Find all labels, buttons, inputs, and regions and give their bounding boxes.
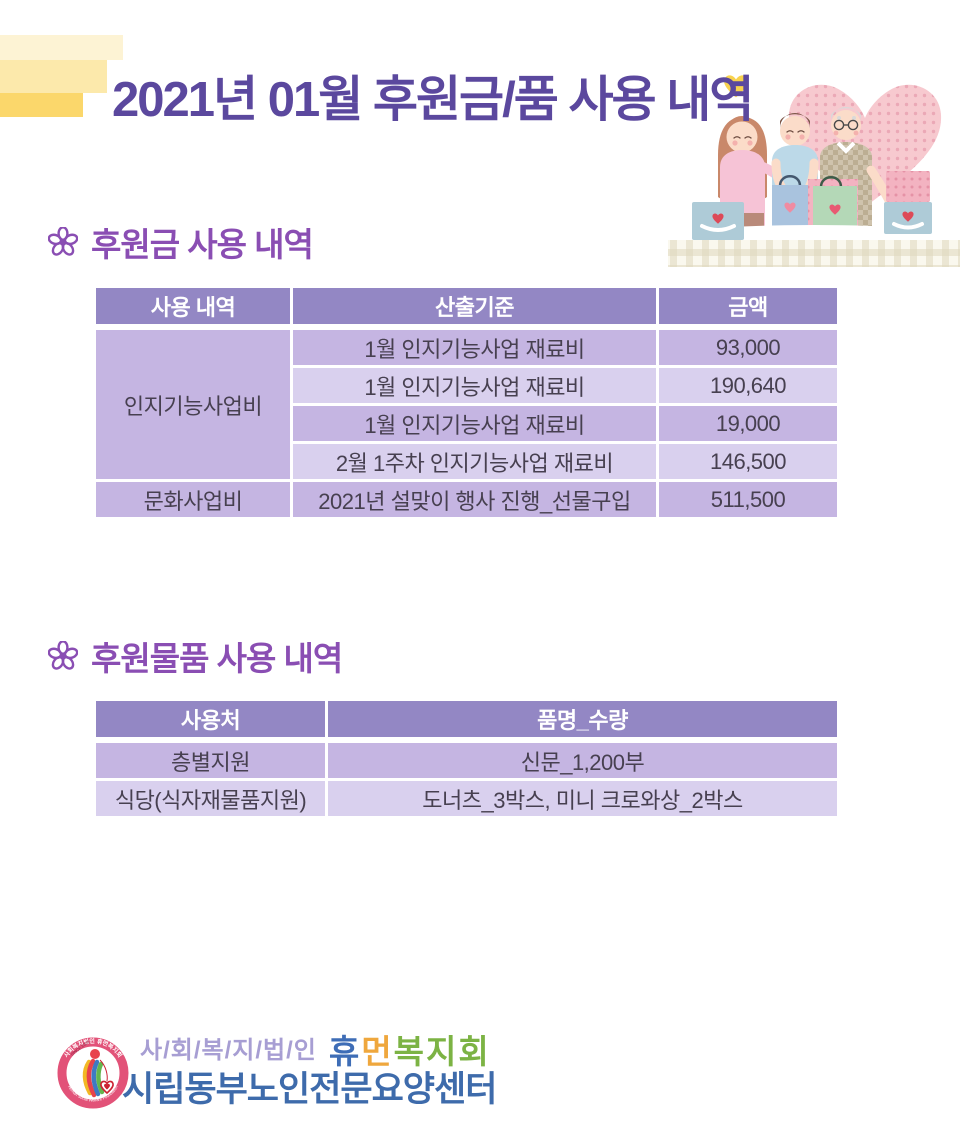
category-cell: 문화사업비	[93, 479, 293, 520]
org-name-char: 먼	[361, 1033, 394, 1070]
column-header-usage: 사용 내역	[93, 285, 293, 330]
section-2-title: 후원물품 사용 내역	[91, 640, 343, 677]
table-cloth	[668, 240, 960, 267]
mini-heart-icon	[724, 75, 748, 98]
amount-cell: 190,640	[656, 365, 840, 406]
amount-cell: 146,500	[656, 441, 840, 482]
column-header-amount: 금액	[656, 285, 840, 330]
page-title: 2021년 01월 후원금/품 사용 내역	[112, 73, 754, 127]
emblem-heart-icon	[100, 1080, 114, 1095]
table-row: 1월 인지기능사업 재료비 19,000	[95, 403, 840, 444]
amount-cell: 93,000	[656, 325, 840, 368]
items-cell: 신문_1,200부	[325, 738, 840, 781]
basis-cell: 2021년 설맞이 행사 진행_선물구입	[290, 479, 659, 520]
table-row: 층별지원 신문_1,200부	[93, 738, 840, 781]
donation-goods-table: 사용처 품명_수량 층별지원 신문_1,200부 식당(식자재물품지원) 도너츠…	[93, 698, 840, 819]
table-row: 인지기능사업비 1월 인지기능사업 재료비 93,000	[93, 325, 840, 482]
org-name: 휴먼복지회	[329, 1035, 491, 1068]
table-row: 식당(식자재물품지원) 도너츠_3박스, 미니 크로와상_2박스	[93, 778, 840, 819]
decor-bar-middle	[0, 60, 107, 93]
org-name-char: 휴	[328, 1033, 362, 1070]
place-cell: 식당(식자재물품지원)	[93, 778, 328, 819]
decor-bar-top	[0, 35, 123, 60]
basis-cell: 1월 인지기능사업 재료비	[290, 403, 659, 444]
table-row: 2월 1주차 인지기능사업 재료비 146,500	[95, 441, 840, 482]
org-emblem: 사회복지법인 휴먼복지회 Human Social Welfare Founda…	[57, 1037, 129, 1109]
column-header-items: 품명_수량	[325, 698, 840, 743]
section-1-heading: 후원금 사용 내역	[48, 218, 314, 266]
org-name-char: 지	[425, 1033, 459, 1070]
basis-cell: 1월 인지기능사업 재료비	[290, 365, 659, 406]
table-header-row: 사용처 품명_수량	[93, 698, 840, 743]
donation-box-right	[884, 171, 932, 234]
section-2-heading: 후원물품 사용 내역	[48, 632, 343, 680]
donation-box-left	[692, 202, 744, 240]
column-header-basis: 산출기준	[290, 285, 659, 330]
category-cell: 인지기능사업비	[93, 325, 293, 482]
basis-cell: 2월 1주차 인지기능사업 재료비	[290, 441, 659, 482]
basis-cell: 1월 인지기능사업 재료비	[290, 325, 659, 368]
column-header-place: 사용처	[93, 698, 328, 743]
amount-cell: 19,000	[656, 403, 840, 444]
table-header-row: 사용 내역 산출기준 금액	[93, 285, 840, 330]
flower-icon	[48, 227, 78, 256]
items-cell: 도너츠_3박스, 미니 크로와상_2박스	[325, 778, 840, 819]
donation-money-table: 사용 내역 산출기준 금액 인지기능사업비 1월 인지기능사업 재료비 93,0…	[93, 285, 840, 520]
center-name: 시립동부노인전문요양센터	[122, 1070, 497, 1109]
org-name-char: 회	[458, 1033, 491, 1070]
org-name-char: 복	[393, 1033, 426, 1070]
table-row: 1월 인지기능사업 재료비 190,640	[95, 365, 840, 406]
decor-bar-bottom	[0, 93, 83, 117]
place-cell: 층별지원	[93, 738, 328, 781]
table-row: 문화사업비 2021년 설맞이 행사 진행_선물구입 511,500	[93, 479, 840, 520]
emblem-person-figure	[82, 1049, 114, 1098]
gift-donation-illustration	[668, 84, 960, 267]
flower-icon	[48, 641, 78, 670]
section-1-title: 후원금 사용 내역	[91, 226, 314, 263]
amount-cell: 511,500	[656, 479, 840, 520]
org-name-line: 사/회/복/지/법/인 휴먼복지회	[140, 1030, 491, 1068]
org-prefix: 사/회/복/지/법/인	[140, 1037, 317, 1064]
